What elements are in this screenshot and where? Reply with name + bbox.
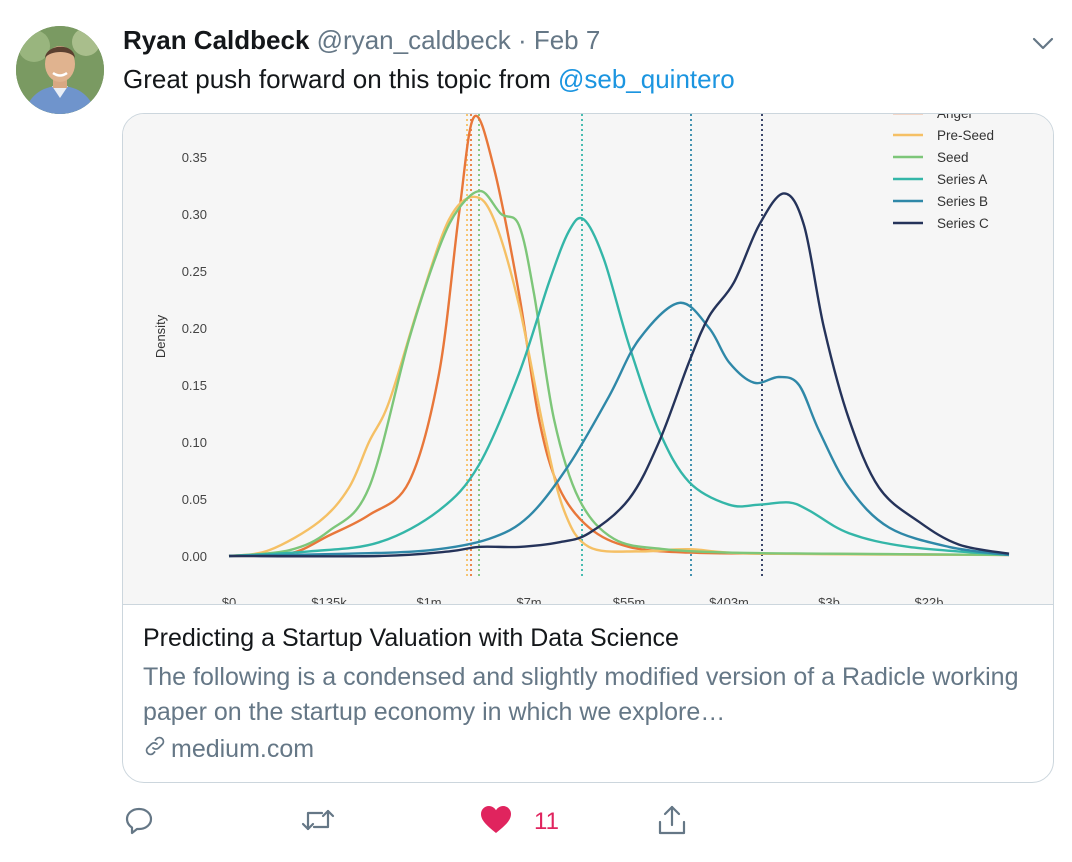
y-axis-label: Density — [153, 314, 168, 358]
series-line — [228, 192, 1010, 558]
x-tick-label: $0 — [222, 595, 236, 604]
card-domain: medium.com — [143, 732, 314, 767]
series-line — [228, 114, 1010, 558]
x-tick-label: $135k — [311, 595, 347, 604]
card-domain-text: medium.com — [171, 735, 315, 763]
tweet-text: Great push forward on this topic from @s… — [123, 62, 735, 96]
card-title: Predicting a Startup Valuation with Data… — [143, 624, 679, 652]
separator-dot: · — [517, 25, 527, 55]
x-tick-label: $1m — [416, 595, 441, 604]
series-line — [228, 189, 1010, 558]
chevron-down-icon[interactable] — [1030, 30, 1056, 56]
y-tick-label: 0.00 — [182, 549, 207, 564]
like-count: 11 — [534, 808, 559, 835]
like-button[interactable]: 11 — [480, 800, 559, 844]
reply-button[interactable] — [124, 800, 154, 844]
tweet-text-body: Great push forward on this topic from — [123, 64, 558, 94]
y-tick-label: 0.35 — [182, 150, 207, 165]
card-image-chart: 0.00 0.05 0.10 0.15 0.20 0.25 0.30 0.35 Density $… — [123, 114, 1053, 605]
y-tick-label: 0.20 — [182, 321, 207, 336]
reply-icon — [124, 805, 154, 840]
y-tick-label: 0.25 — [182, 264, 207, 279]
author-handle[interactable]: @ryan_caldbeck — [316, 25, 511, 55]
avatar[interactable] — [16, 26, 104, 114]
share-icon — [656, 804, 688, 841]
action-bar: 11 — [0, 800, 1072, 844]
legend-label: Seed — [937, 150, 969, 165]
retweet-icon — [300, 805, 336, 840]
y-tick-label: 0.10 — [182, 435, 207, 450]
heart-icon — [480, 805, 512, 840]
density-chart: 0.00 0.05 0.10 0.15 0.20 0.25 0.30 0.35 Density $… — [153, 114, 1010, 604]
legend-label: Series C — [937, 216, 989, 231]
card-description: The following is a condensed and slightl… — [143, 663, 1019, 726]
legend-label: Series B — [937, 194, 988, 209]
x-tick-label: $403m — [709, 595, 749, 604]
x-tick-label: $3b — [818, 595, 840, 604]
legend-label: Pre-Seed — [937, 128, 994, 143]
tweet-date[interactable]: Feb 7 — [533, 25, 601, 55]
retweet-button[interactable] — [300, 800, 336, 844]
share-button[interactable] — [656, 800, 688, 844]
mention-link[interactable]: @seb_quintero — [557, 64, 735, 94]
author-name[interactable]: Ryan Caldbeck — [123, 25, 310, 55]
y-tick-label: 0.15 — [182, 378, 207, 393]
tweet-header: Ryan Caldbeck @ryan_caldbeck · Feb 7 — [123, 24, 600, 56]
y-tick-label: 0.05 — [182, 492, 207, 507]
legend-label: Series A — [937, 172, 987, 187]
series-line — [228, 301, 1010, 558]
legend-label: Angel — [937, 114, 972, 121]
x-tick-label: $55m — [613, 595, 646, 604]
link-icon — [143, 733, 167, 767]
link-card[interactable]: 0.00 0.05 0.10 0.15 0.20 0.25 0.30 0.35 Density $… — [122, 113, 1054, 783]
x-tick-label: $7m — [516, 595, 541, 604]
series-line — [228, 216, 1010, 558]
y-tick-label: 0.30 — [182, 207, 207, 222]
x-tick-label: $22b — [915, 595, 944, 604]
